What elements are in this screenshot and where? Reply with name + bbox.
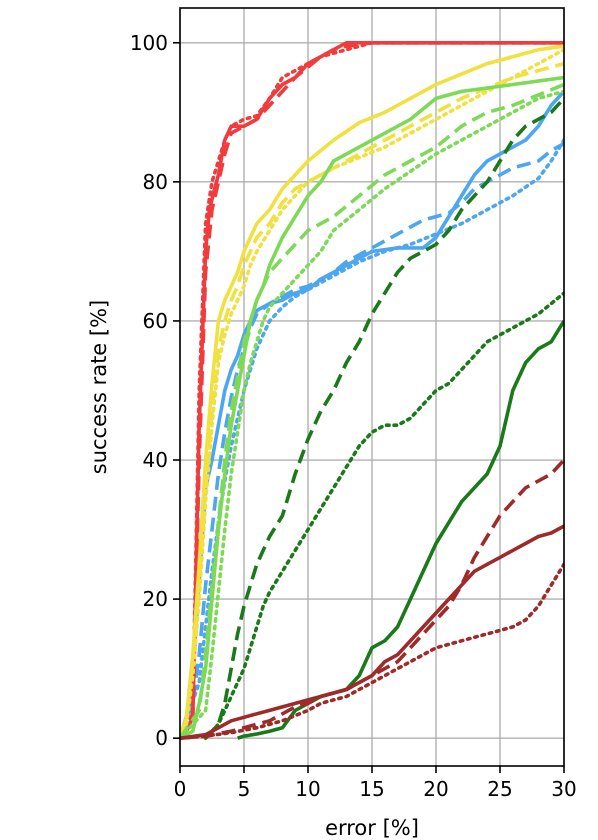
series-line-12 <box>180 89 564 741</box>
series-line-6 <box>180 40 564 741</box>
y-tick-label: 0 <box>155 726 168 750</box>
x-tick-label: 20 <box>423 777 448 801</box>
series-line-11 <box>180 82 564 740</box>
x-tick-label: 30 <box>551 777 576 801</box>
series-line-9 <box>180 47 564 741</box>
y-axis-label: success rate [%] <box>87 300 111 475</box>
ticks: 0 5 10 15 20 25 30 0 20 40 60 80 100 <box>130 31 577 801</box>
series-line-16 <box>180 524 564 740</box>
series-layer <box>180 40 564 741</box>
x-tick-label: 15 <box>359 777 384 801</box>
series-line-7 <box>180 44 564 739</box>
x-tick-label: 0 <box>174 777 187 801</box>
x-tick-label: 25 <box>487 777 512 801</box>
series-line-14 <box>204 97 564 740</box>
series-line-15 <box>203 291 564 741</box>
series-line-18 <box>180 562 564 741</box>
y-tick-label: 100 <box>130 31 168 55</box>
series-line-13 <box>237 319 564 740</box>
y-tick-label: 40 <box>143 448 168 472</box>
series-line-2 <box>180 142 564 739</box>
x-axis-label: error [%] <box>325 816 419 840</box>
y-tick-label: 80 <box>143 170 168 194</box>
x-tick-label: 5 <box>238 777 251 801</box>
series-line-17 <box>180 458 564 740</box>
y-tick-label: 20 <box>143 587 168 611</box>
y-tick-label: 60 <box>143 309 168 333</box>
x-tick-label: 10 <box>295 777 320 801</box>
